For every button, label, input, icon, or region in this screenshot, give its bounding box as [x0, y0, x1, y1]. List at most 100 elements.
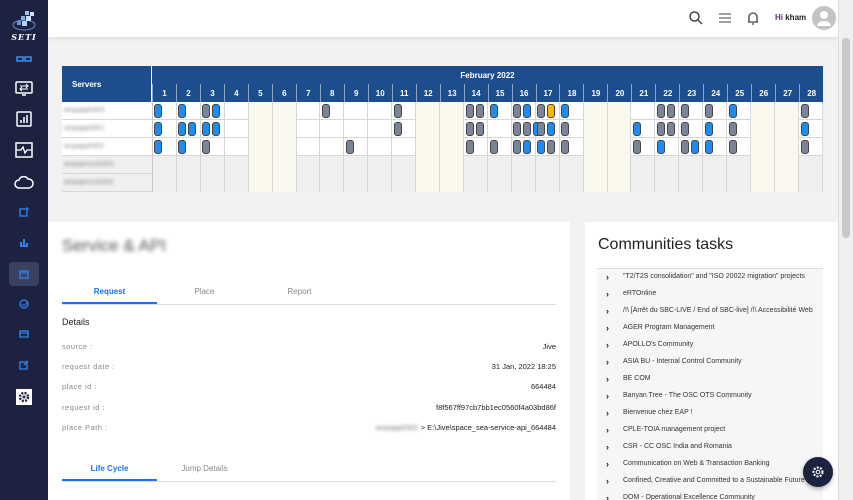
- settings-fab[interactable]: [803, 457, 833, 487]
- day-cell[interactable]: [153, 102, 177, 120]
- community-item[interactable]: › CPLE-TOIA management project: [597, 422, 823, 439]
- day-cell[interactable]: [368, 102, 393, 120]
- day-cell[interactable]: [464, 138, 488, 156]
- day-cell[interactable]: [727, 120, 752, 138]
- day-cell[interactable]: [679, 102, 704, 120]
- day-cell[interactable]: [344, 138, 369, 156]
- day-cell[interactable]: [631, 120, 656, 138]
- bell-icon[interactable]: [745, 10, 761, 26]
- cloud-icon[interactable]: [9, 170, 39, 194]
- day-cell[interactable]: [655, 120, 680, 138]
- day-cell[interactable]: [224, 156, 249, 174]
- day-cell[interactable]: [297, 120, 321, 138]
- day-cell[interactable]: [344, 156, 369, 174]
- page-scrollbar[interactable]: [838, 0, 853, 500]
- request-event-grey[interactable]: [729, 140, 738, 154]
- community-item[interactable]: › BE COM: [597, 371, 823, 388]
- request-event-grey[interactable]: [667, 122, 676, 136]
- day-cell[interactable]: [177, 120, 201, 138]
- request-event-blue[interactable]: [537, 140, 546, 154]
- day-cell[interactable]: [535, 156, 560, 174]
- request-event-grey[interactable]: [393, 122, 402, 136]
- chevron-right-icon[interactable]: ›: [606, 306, 609, 316]
- community-item[interactable]: › CSR - CC OSC India and Romania: [597, 439, 823, 456]
- day-cell[interactable]: [440, 156, 464, 174]
- request-event-grey[interactable]: [465, 104, 474, 118]
- request-event-blue[interactable]: [801, 122, 810, 136]
- day-cell[interactable]: [176, 174, 201, 192]
- community-item[interactable]: › Communication on Web & Transaction Bank…: [597, 456, 823, 473]
- chevron-right-icon[interactable]: ›: [606, 459, 609, 469]
- request-event-blue[interactable]: [211, 104, 220, 118]
- day-cell[interactable]: [774, 120, 799, 138]
- day-cell[interactable]: [296, 156, 321, 174]
- bar-chart-icon[interactable]: [9, 230, 39, 254]
- request-event-grey[interactable]: [633, 140, 642, 154]
- community-item[interactable]: › eRTOnline: [597, 286, 823, 303]
- request-event-blue[interactable]: [154, 104, 162, 118]
- day-cell[interactable]: [440, 174, 464, 192]
- request-event-grey[interactable]: [465, 122, 474, 136]
- day-cell[interactable]: [416, 138, 441, 156]
- day-cell[interactable]: [536, 102, 560, 120]
- tab-jump-details[interactable]: Jump Details: [181, 464, 228, 473]
- day-cell[interactable]: [177, 102, 201, 120]
- day-cell[interactable]: [176, 156, 201, 174]
- chevron-right-icon[interactable]: ›: [606, 425, 609, 435]
- day-cell[interactable]: [320, 138, 345, 156]
- check-circle-icon[interactable]: [9, 292, 39, 316]
- day-cell[interactable]: [463, 156, 488, 174]
- chevron-right-icon[interactable]: ›: [606, 323, 609, 333]
- day-cell[interactable]: [607, 102, 632, 120]
- day-cell[interactable]: [392, 102, 417, 120]
- day-cell[interactable]: [607, 120, 632, 138]
- day-cell[interactable]: [631, 102, 656, 120]
- request-event-blue[interactable]: [201, 122, 210, 136]
- day-cell[interactable]: [200, 174, 225, 192]
- window-icon[interactable]: [9, 322, 39, 346]
- chevron-right-icon[interactable]: ›: [606, 391, 609, 401]
- request-event-blue[interactable]: [523, 140, 532, 154]
- day-cell[interactable]: [297, 102, 321, 120]
- request-event-grey[interactable]: [537, 122, 546, 136]
- request-event-grey[interactable]: [465, 140, 474, 154]
- request-event-grey[interactable]: [729, 122, 738, 136]
- day-cell[interactable]: [798, 156, 823, 174]
- day-cell[interactable]: [774, 102, 799, 120]
- tab-report[interactable]: Report: [287, 287, 312, 296]
- day-cell[interactable]: [703, 174, 728, 192]
- request-event-grey[interactable]: [321, 104, 330, 118]
- day-cell[interactable]: [272, 102, 297, 120]
- settings-icon[interactable]: [9, 385, 39, 409]
- day-cell[interactable]: [774, 174, 799, 192]
- request-event-blue[interactable]: [177, 122, 186, 136]
- day-cell[interactable]: [488, 120, 512, 138]
- day-cell[interactable]: [751, 102, 775, 120]
- day-cell[interactable]: [583, 102, 608, 120]
- request-event-grey[interactable]: [561, 122, 570, 136]
- community-item[interactable]: › ASIA BU - Internal Control Community: [597, 354, 823, 371]
- calendar-icon[interactable]: [9, 262, 39, 286]
- request-event-blue[interactable]: [523, 104, 532, 118]
- request-event-grey[interactable]: [345, 140, 354, 154]
- day-cell[interactable]: [487, 174, 512, 192]
- day-cell[interactable]: [225, 120, 249, 138]
- community-item[interactable]: › /!\ [Arrêt du SBC-LIVE / End of SBC-liv…: [597, 303, 823, 320]
- request-event-blue[interactable]: [547, 122, 556, 136]
- day-cell[interactable]: [463, 174, 488, 192]
- day-cell[interactable]: [225, 138, 249, 156]
- day-cell[interactable]: [320, 102, 345, 120]
- day-cell[interactable]: [703, 102, 728, 120]
- community-item[interactable]: › AGER Program Management: [597, 320, 823, 337]
- community-item[interactable]: › Banyan Tree - The OSC OTS Community: [597, 388, 823, 405]
- day-cell[interactable]: [320, 156, 345, 174]
- day-cell[interactable]: [560, 120, 584, 138]
- menu-icon[interactable]: [717, 10, 733, 26]
- day-cell[interactable]: [631, 138, 656, 156]
- day-cell[interactable]: [751, 156, 775, 174]
- request-event-blue[interactable]: [177, 140, 186, 154]
- day-cell[interactable]: [344, 120, 369, 138]
- request-event-blue[interactable]: [187, 122, 196, 136]
- day-cell[interactable]: [512, 138, 536, 156]
- day-cell[interactable]: [153, 138, 177, 156]
